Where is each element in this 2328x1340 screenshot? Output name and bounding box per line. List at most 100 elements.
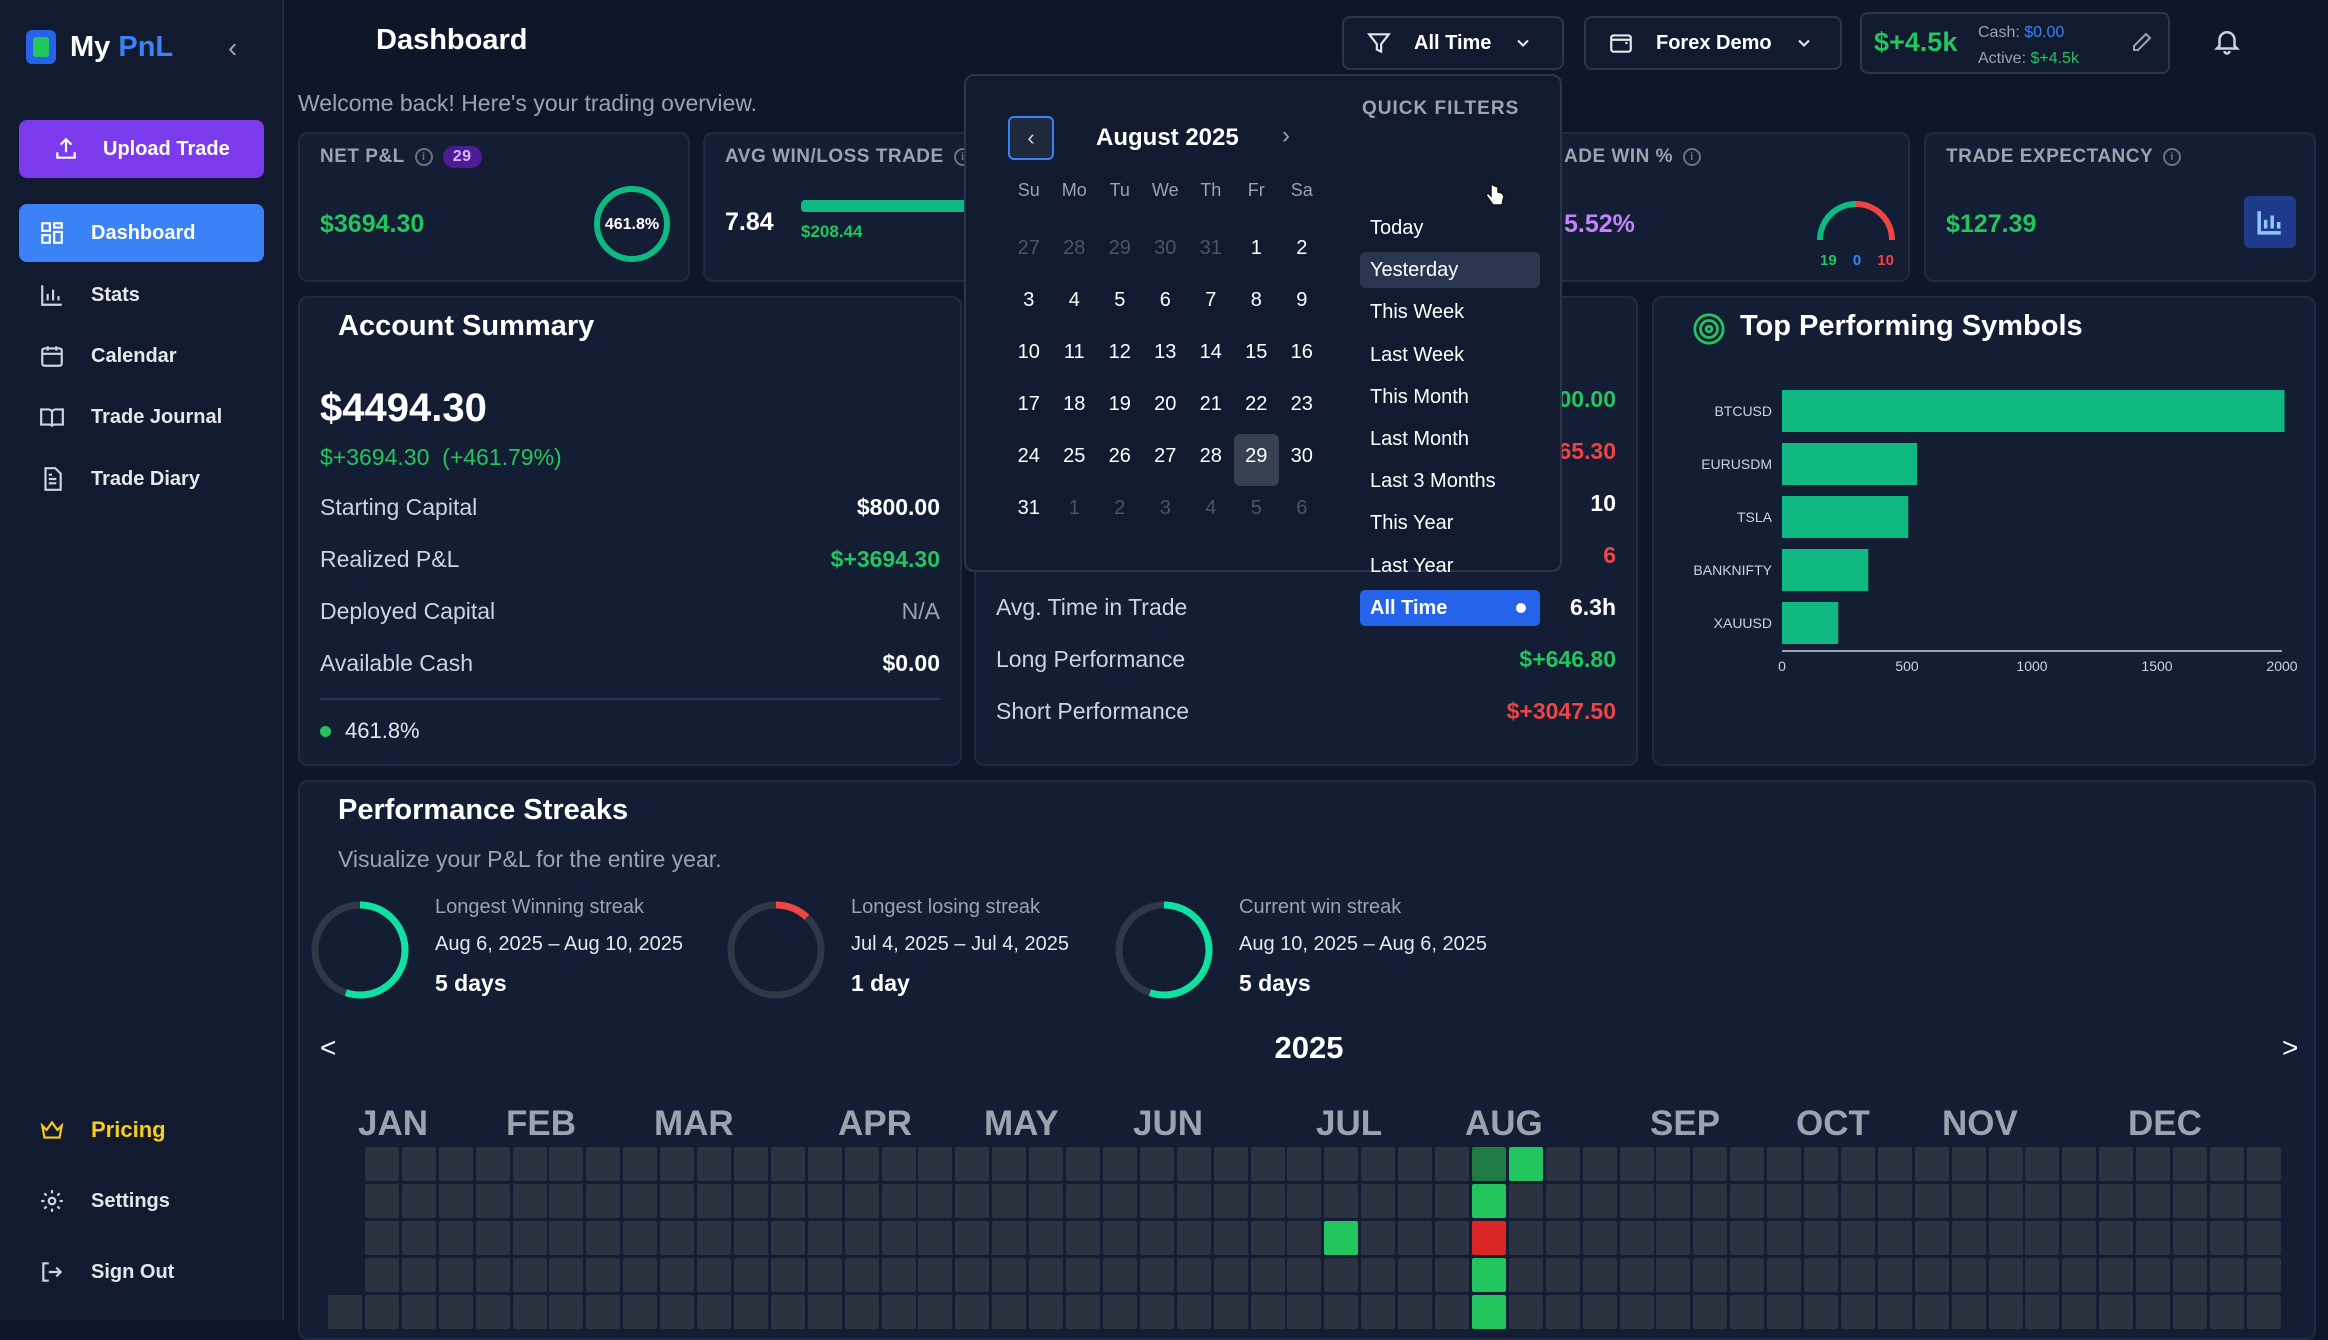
heatmap-day-cell[interactable] — [2209, 1147, 2244, 1181]
symbol-bar[interactable] — [1782, 549, 1869, 591]
heatmap-day-cell[interactable] — [918, 1147, 953, 1181]
heatmap-day-cell[interactable] — [364, 1184, 399, 1218]
heatmap-day-cell[interactable] — [1213, 1147, 1248, 1181]
heatmap-day-cell[interactable] — [438, 1258, 473, 1292]
calendar-day[interactable]: 29 — [1233, 434, 1279, 486]
heatmap-day-cell[interactable] — [1471, 1295, 1506, 1329]
heatmap-day-cell[interactable] — [512, 1258, 547, 1292]
heatmap-day-cell[interactable] — [1804, 1147, 1838, 1181]
heatmap-day-cell[interactable] — [844, 1221, 879, 1255]
heatmap-day-cell[interactable] — [1066, 1258, 1100, 1292]
heatmap-day-cell[interactable] — [512, 1295, 547, 1329]
calendar-day[interactable]: 3 — [1159, 497, 1171, 519]
heatmap-day-cell[interactable] — [1508, 1295, 1543, 1329]
heatmap-day-cell[interactable] — [770, 1221, 805, 1255]
heatmap-day-cell[interactable] — [807, 1221, 842, 1255]
heatmap-day-cell[interactable] — [807, 1184, 842, 1218]
calendar-day[interactable]: 7 — [1205, 289, 1217, 311]
heatmap-day-cell[interactable] — [2246, 1147, 2281, 1181]
heatmap-day-cell[interactable] — [770, 1258, 805, 1292]
heatmap-day-cell[interactable] — [1840, 1184, 1875, 1218]
heatmap-day-cell[interactable] — [992, 1258, 1027, 1292]
calendar-day[interactable]: 14 — [1199, 341, 1222, 363]
date-filter-dropdown[interactable]: All Time — [1342, 16, 1564, 70]
heatmap-day-cell[interactable] — [1656, 1258, 1691, 1292]
symbol-bar[interactable] — [1782, 443, 1917, 485]
symbol-bar[interactable] — [1782, 390, 2285, 432]
heatmap-day-cell[interactable] — [1951, 1295, 1986, 1329]
heatmap-day-cell[interactable] — [475, 1184, 510, 1218]
heatmap-day-cell[interactable] — [475, 1221, 510, 1255]
heatmap-day-cell[interactable] — [1914, 1147, 1949, 1181]
heatmap-day-cell[interactable] — [1988, 1258, 2023, 1292]
symbol-bar[interactable] — [1782, 602, 1839, 644]
heatmap-day-cell[interactable] — [1582, 1147, 1617, 1181]
heatmap-day-cell[interactable] — [623, 1258, 658, 1292]
heatmap-day-cell[interactable] — [1176, 1221, 1211, 1255]
heatmap-day-cell[interactable] — [1767, 1184, 1802, 1218]
calendar-day[interactable]: 24 — [1017, 445, 1040, 467]
calendar-day[interactable]: 2 — [1114, 497, 1126, 519]
heatmap-day-cell[interactable] — [549, 1184, 584, 1218]
heatmap-day-cell[interactable] — [2099, 1147, 2134, 1181]
heatmap-day-cell[interactable] — [2136, 1184, 2171, 1218]
heatmap-day-cell[interactable] — [1951, 1221, 1986, 1255]
heatmap-day-cell[interactable] — [918, 1258, 953, 1292]
heatmap-day-cell[interactable] — [364, 1258, 399, 1292]
heatmap-day-cell[interactable] — [1988, 1147, 2023, 1181]
heatmap-day-cell[interactable] — [586, 1258, 621, 1292]
calendar-day[interactable]: 30 — [1154, 237, 1177, 259]
heatmap-day-cell[interactable] — [1029, 1221, 1064, 1255]
heatmap-day-cell[interactable] — [475, 1147, 510, 1181]
heatmap-day-cell[interactable] — [623, 1147, 658, 1181]
calendar-day[interactable]: 4 — [1205, 497, 1217, 519]
heatmap-day-cell[interactable] — [586, 1184, 621, 1218]
heatmap-day-cell[interactable] — [1988, 1221, 2023, 1255]
calendar-day[interactable]: 30 — [1290, 445, 1313, 467]
heatmap-day-cell[interactable] — [1398, 1147, 1433, 1181]
heatmap-day-cell[interactable] — [1656, 1184, 1691, 1218]
heatmap-day-cell[interactable] — [512, 1221, 547, 1255]
heatmap-day-cell[interactable] — [844, 1258, 879, 1292]
heatmap-day-cell[interactable] — [586, 1221, 621, 1255]
heatmap-day-cell[interactable] — [697, 1184, 731, 1218]
heatmap-day-cell[interactable] — [660, 1184, 695, 1218]
heatmap-day-cell[interactable] — [1066, 1295, 1100, 1329]
quick-filter-option[interactable]: This Week — [1370, 301, 1465, 324]
heatmap-day-cell[interactable] — [955, 1147, 990, 1181]
heatmap-day-cell[interactable] — [1656, 1221, 1691, 1255]
heatmap-day-cell[interactable] — [807, 1147, 842, 1181]
heatmap-day-cell[interactable] — [438, 1147, 473, 1181]
heatmap-day-cell[interactable] — [1693, 1258, 1728, 1292]
heatmap-day-cell[interactable] — [1102, 1295, 1137, 1329]
calendar-day[interactable]: 17 — [1017, 393, 1040, 415]
heatmap-day-cell[interactable] — [1066, 1184, 1100, 1218]
quick-filter-option[interactable]: All Time — [1360, 589, 1540, 626]
heatmap-day-cell[interactable] — [1914, 1258, 1949, 1292]
heatmap-day-cell[interactable] — [955, 1295, 990, 1329]
heatmap-day-cell[interactable] — [807, 1295, 842, 1329]
heatmap-day-cell[interactable] — [1508, 1258, 1543, 1292]
heatmap-day-cell[interactable] — [2136, 1258, 2171, 1292]
quick-filter-option[interactable]: This Month — [1370, 385, 1469, 408]
heatmap-day-cell[interactable] — [1951, 1184, 1986, 1218]
calendar-day[interactable]: 29 — [1108, 237, 1131, 259]
heatmap-day-cell[interactable] — [2099, 1184, 2134, 1218]
heatmap-day-cell[interactable] — [1139, 1258, 1174, 1292]
heatmap-day-cell[interactable] — [1287, 1221, 1322, 1255]
heatmap-day-cell[interactable] — [1693, 1295, 1728, 1329]
heatmap-day-cell[interactable] — [2246, 1295, 2281, 1329]
heatmap-day-cell[interactable] — [697, 1147, 731, 1181]
heatmap-day-cell[interactable] — [844, 1147, 879, 1181]
heatmap-day-cell[interactable] — [1840, 1295, 1875, 1329]
upload-trade-button[interactable]: Upload Trade — [19, 120, 264, 178]
heatmap-day-cell[interactable] — [1324, 1147, 1359, 1181]
calendar-day[interactable]: 6 — [1159, 289, 1171, 311]
account-dropdown[interactable]: Forex Demo — [1584, 16, 1842, 70]
heatmap-day-cell[interactable] — [1545, 1295, 1580, 1329]
calendar-day[interactable]: 28 — [1063, 237, 1086, 259]
calendar-day[interactable]: 31 — [1199, 237, 1222, 259]
heatmap-day-cell[interactable] — [1213, 1258, 1248, 1292]
heatmap-day-cell[interactable] — [1471, 1147, 1506, 1181]
calendar-day[interactable]: 21 — [1199, 393, 1222, 415]
